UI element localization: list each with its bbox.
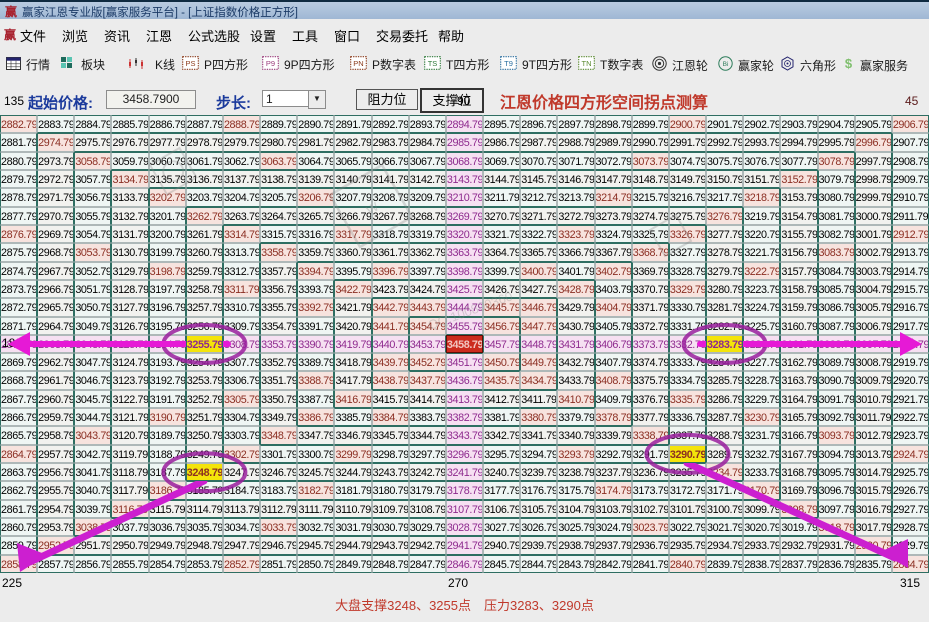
svg-text:PS: PS	[185, 59, 195, 68]
svg-text:P9: P9	[266, 59, 275, 68]
svg-text:TS: TS	[428, 59, 438, 68]
svg-text:T9: T9	[504, 59, 513, 68]
svg-text:$: $	[845, 56, 853, 71]
svg-text:PN: PN	[353, 59, 363, 68]
svg-text:TN: TN	[582, 59, 592, 68]
svg-text:Bi: Bi	[723, 61, 729, 68]
